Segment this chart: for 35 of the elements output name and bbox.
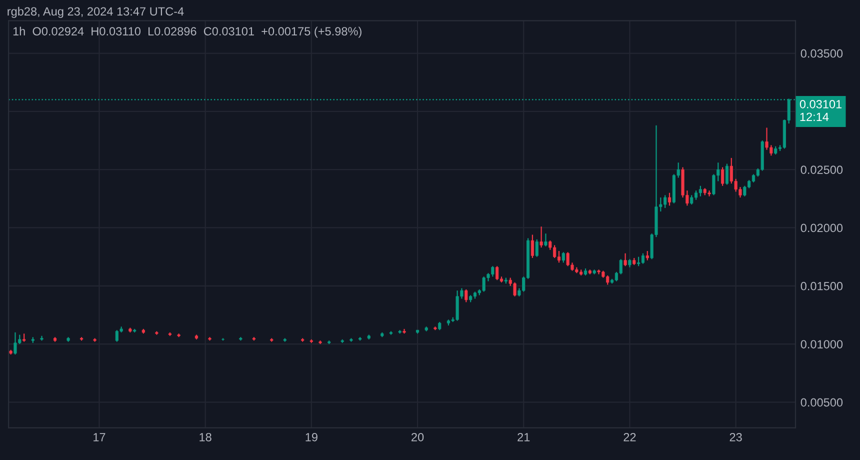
candlestick (530, 234, 534, 259)
x-tick-label: 22 (624, 432, 636, 442)
x-tick-label: 17 (94, 433, 106, 442)
y-tick-label: 0.00500 (800, 398, 843, 407)
chart-subtitle: 1h O0.02924 H0.03110 L0.02896 C0.03101 +0.00175 (+5.98%) (13, 26, 362, 38)
candlestick (464, 288, 468, 303)
candlestick (641, 252, 645, 264)
y-tick-label: 0.01000 (800, 340, 843, 348)
candlestick (540, 226, 543, 248)
y-tick-label: 0.03500 (800, 49, 843, 58)
candlestick (535, 238, 538, 258)
candlestick (690, 194, 694, 206)
candlestick (646, 250, 649, 261)
ref-line-label: 0.03101 12:14 (800, 100, 842, 121)
candlestick (694, 190, 698, 200)
x-tick-label: 21 (518, 432, 530, 442)
candlestick (624, 252, 627, 267)
x-tick-label: 23 (730, 432, 742, 442)
x-tick-label: 20 (412, 432, 424, 442)
candlestick (557, 250, 561, 264)
candlestick (721, 166, 724, 186)
x-tick-label: 19 (306, 432, 318, 442)
candlestick (637, 256, 640, 267)
candlestick (544, 233, 548, 247)
y-tick-label: 0.02500 (800, 166, 843, 174)
x-tick-label: 18 (200, 432, 212, 442)
candlestick (496, 266, 499, 281)
candlestick (562, 252, 565, 264)
candlestick (698, 185, 702, 197)
chart-title: rgb28, Aug 23, 2024 13:47 UTC-4 (8, 6, 184, 18)
candlestick (743, 185, 746, 197)
y-tick-label: 0.02000 (800, 224, 843, 232)
candlestick (668, 192, 672, 206)
candlestick (725, 163, 729, 186)
y-tick-label: 0.01500 (800, 282, 843, 290)
